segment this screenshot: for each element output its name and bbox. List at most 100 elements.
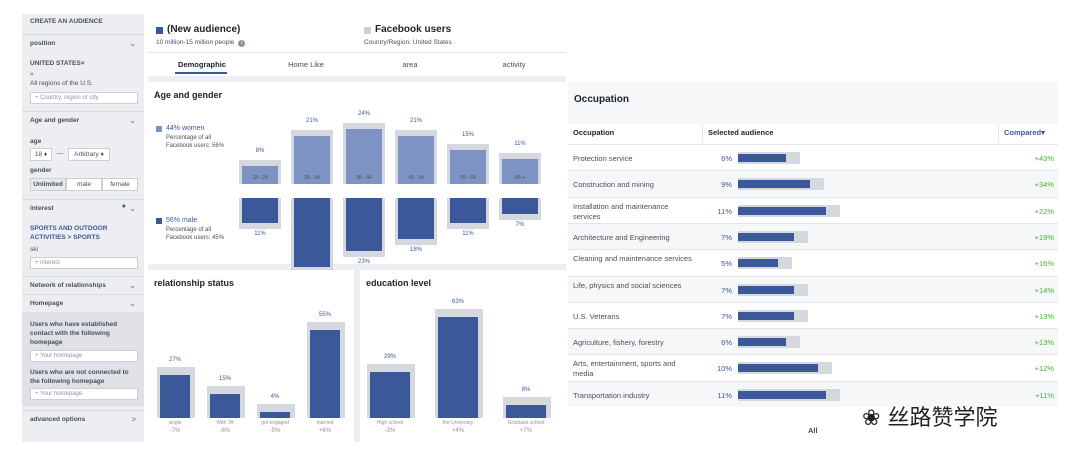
occupation-bar [738, 364, 818, 373]
men-bar [450, 198, 486, 224]
tab-home-like[interactable]: Home Like [288, 60, 324, 69]
occupation-row[interactable]: Installation and maintenance services 11%… [568, 196, 1058, 223]
occupation-bar [738, 154, 786, 162]
col-compared-sort[interactable]: Compared▾ [1004, 128, 1045, 137]
relationship-delta: +6% [318, 428, 332, 434]
relationship-bar-label: 55% [318, 312, 331, 318]
men-bar [502, 198, 538, 215]
occupation-row[interactable]: Agriculture, fishery, forestry 6% +13% [568, 328, 1058, 355]
tab-activity[interactable]: activity [502, 60, 526, 69]
women-bar [502, 158, 538, 184]
interest-input[interactable]: + interest [30, 257, 138, 269]
occupation-name: Architecture and Engineering [573, 232, 670, 242]
age-group-label: 55 - 64 [460, 175, 476, 181]
age-label: age [30, 138, 42, 145]
homepage-section-toggle[interactable]: Homepage ⌄ [22, 294, 144, 312]
relationship-bar [210, 394, 240, 418]
occupation-row[interactable]: Life, physics and social sciences 7% +14% [568, 275, 1058, 302]
plus-icon: + [35, 260, 41, 266]
men-bar-label: 23% [357, 258, 370, 265]
divider [148, 52, 566, 53]
occupation-bar [738, 259, 778, 268]
men-bar-label: 11% [462, 231, 474, 238]
occupation-pct: 6% [721, 338, 732, 348]
active-tab-underline [175, 72, 227, 74]
gender-male-button[interactable]: male [66, 178, 102, 191]
occupation-pct: 7% [721, 285, 732, 295]
education-panel: education level 29% High school -3% 63% the … [360, 270, 566, 442]
occupation-panel: Occupation Occupation Selected audience … [568, 82, 1058, 442]
new-audience-title: (New audience) [167, 24, 241, 35]
occupation-row[interactable]: Transportation industry 11% +11% [568, 380, 1058, 407]
occupation-bar [738, 311, 794, 320]
sort-down-icon: ▾ [1041, 128, 1045, 137]
occupation-compared: +19% [1034, 232, 1054, 242]
advanced-options-toggle[interactable]: advanced options > [22, 410, 144, 428]
men-bar [346, 198, 382, 251]
homepage-connected-label: Users who have established contact with … [30, 321, 118, 346]
interest-section-toggle[interactable]: interest ● ⌄ [22, 199, 144, 217]
location-remove-icon[interactable]: × [30, 71, 34, 78]
location-input[interactable]: + Country, region or city [30, 92, 138, 104]
women-desc: Percentage of all Facebook users: 56% [166, 135, 225, 149]
age-gender-section-toggle[interactable]: Age and gender ⌄ [22, 111, 144, 129]
tab-area[interactable]: area [402, 60, 418, 69]
occupation-row[interactable]: Construction and mining 9% +34% [568, 170, 1058, 197]
occupation-row[interactable]: Architecture and Engineering 7% +19% [568, 222, 1058, 250]
relationship-chart: 27% single -7% 15% With TA -6% 4% got engaged -5… [148, 270, 354, 442]
network-section-toggle[interactable]: Network of relationships ⌄ [22, 276, 144, 294]
occupation-name: Transportation industry [573, 390, 650, 400]
men-swatch [156, 218, 162, 224]
occupation-footer[interactable]: All [808, 426, 818, 435]
women-bar-label: 21% [409, 117, 422, 124]
occupation-compared: +22% [1034, 206, 1054, 216]
occupation-pct: 11% [717, 390, 732, 400]
men-pct: 56% male [166, 217, 198, 224]
gender-label: gender [30, 167, 52, 174]
men-bar-label: 11% [254, 231, 266, 238]
occupation-row[interactable]: Arts, entertainment, sports and media 10%… [568, 354, 1058, 380]
homepage-not-connected-input[interactable]: + Your homepage [30, 388, 138, 400]
position-label: position [30, 40, 56, 47]
occupation-row[interactable]: U.S. Veterans 7% +13% [568, 301, 1058, 328]
occupation-compared: +14% [1034, 285, 1054, 295]
age-max-select[interactable]: Arbitrary ♦ [68, 148, 110, 161]
relationship-bar [260, 411, 290, 418]
age-min-select[interactable]: 18 ♦ [30, 148, 52, 161]
occupation-compared: +11% [1035, 390, 1054, 400]
age-group-label: 25 - 34 [304, 175, 320, 181]
education-category: Graduate school [507, 420, 545, 426]
occupation-compared: +16% [1034, 259, 1054, 269]
sidebar-title: CREATE AN AUDIENCE [30, 18, 103, 25]
close-icon[interactable]: × [80, 60, 85, 67]
relationship-delta: -6% [219, 428, 231, 434]
gender-female-button[interactable]: female [102, 178, 138, 191]
occupation-compared: +13% [1034, 311, 1054, 321]
relationship-bar-label: 15% [218, 376, 231, 382]
women-bar [294, 135, 330, 184]
occupation-pct: 7% [721, 311, 732, 321]
position-section-toggle[interactable]: position ⌄ [22, 34, 144, 52]
education-title: education level [366, 278, 432, 288]
new-audience-swatch [156, 27, 163, 34]
education-bar [370, 371, 410, 418]
interest-item: ski [30, 246, 38, 253]
divider [702, 124, 703, 142]
occupation-row[interactable]: Cleaning and maintenance services 5% +16% [568, 249, 1058, 275]
homepage-connected-input[interactable]: + Your homepage [30, 350, 138, 362]
education-bar-label: 8% [521, 387, 531, 394]
women-pct: 44% women [166, 125, 205, 132]
tab-demographic[interactable]: Demographic [178, 60, 226, 69]
location-tag[interactable]: UNITED STATES× [30, 60, 85, 67]
info-icon[interactable]: i [238, 40, 246, 47]
active-dot-icon: ● [121, 203, 126, 210]
occupation-row[interactable]: Protection service 6% +43% [568, 144, 1058, 170]
gender-unlimited-button[interactable]: Unlimited [30, 178, 66, 191]
divider [998, 124, 999, 142]
relationship-bar-label: 4% [270, 393, 280, 400]
education-delta: +7% [519, 428, 533, 434]
education-delta: +4% [451, 428, 465, 434]
women-bar-label: 11% [514, 140, 526, 147]
chevron-down-icon: ⌄ [129, 281, 136, 290]
plus-icon: + [35, 95, 41, 101]
